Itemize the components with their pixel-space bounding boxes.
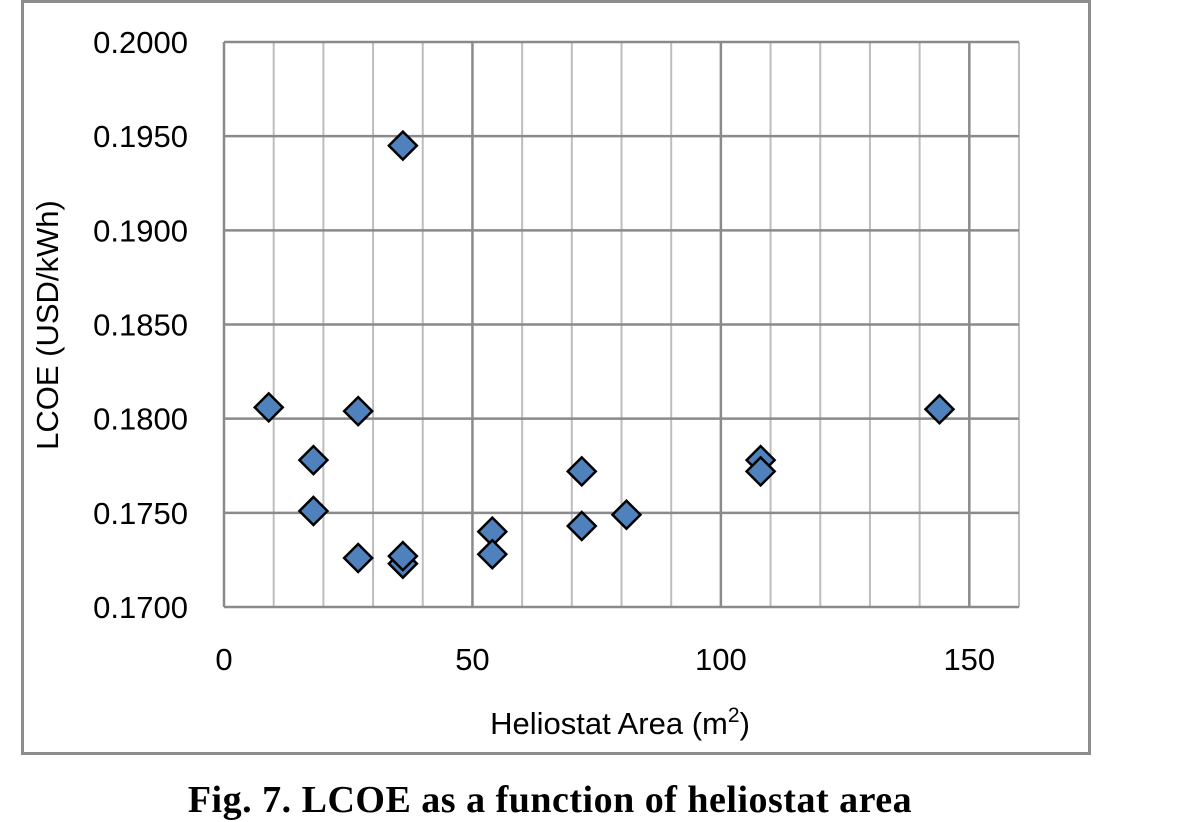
y-tick-label: 0.1850 bbox=[93, 308, 188, 343]
data-point bbox=[297, 444, 330, 476]
data-point bbox=[565, 455, 598, 488]
x-tick-label: 150 bbox=[943, 642, 995, 677]
chart-frame bbox=[21, 0, 1091, 755]
data-point bbox=[565, 510, 598, 542]
y-tick-label: 0.1950 bbox=[93, 119, 188, 154]
x-axis-title: Heliostat Area (m2) bbox=[490, 704, 750, 741]
data-points bbox=[252, 129, 956, 580]
y-tick-label: 0.1900 bbox=[93, 213, 188, 248]
data-point bbox=[342, 395, 374, 427]
y-tick-label: 0.1800 bbox=[93, 402, 188, 437]
data-point bbox=[476, 538, 509, 571]
data-point bbox=[342, 542, 374, 574]
figure-caption: Fig. 7. LCOE as a function of heliostat … bbox=[187, 779, 913, 821]
y-axis-title: LCOE (USD/kWh) bbox=[30, 200, 65, 450]
y-tick-label: 0.1700 bbox=[93, 590, 188, 625]
x-tick-label: 0 bbox=[215, 642, 232, 677]
data-point bbox=[744, 455, 777, 488]
data-point bbox=[610, 498, 643, 531]
data-point bbox=[297, 495, 330, 527]
y-tick-label: 0.1750 bbox=[93, 496, 188, 531]
data-point bbox=[252, 391, 285, 424]
x-tick-label: 50 bbox=[455, 642, 489, 677]
scatter-chart: 0.1700 0.1750 0.1800 0.1850 0.1900 0.1950 0.20… bbox=[30, 25, 1020, 741]
data-point bbox=[387, 129, 419, 162]
data-point bbox=[387, 540, 419, 572]
data-point bbox=[923, 393, 956, 426]
x-tick-label: 100 bbox=[695, 642, 747, 677]
tick-labels: 0.1700 0.1750 0.1800 0.1850 0.1900 0.1950 0.20… bbox=[93, 25, 995, 677]
y-tick-label: 0.2000 bbox=[93, 25, 188, 60]
